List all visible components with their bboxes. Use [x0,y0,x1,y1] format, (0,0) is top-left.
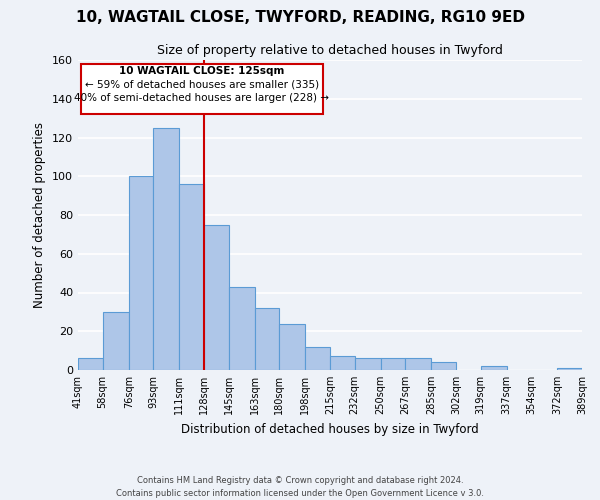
Bar [81,64,323,114]
Bar [128,176,154,370]
Bar [204,224,229,370]
Bar [305,347,330,370]
Text: 10 WAGTAIL CLOSE: 125sqm: 10 WAGTAIL CLOSE: 125sqm [119,66,284,76]
Bar [103,312,128,370]
Y-axis label: Number of detached properties: Number of detached properties [34,122,46,308]
Bar [78,358,103,370]
Bar [481,366,506,370]
Text: Contains HM Land Registry data © Crown copyright and database right 2024.
Contai: Contains HM Land Registry data © Crown c… [116,476,484,498]
Bar [154,128,179,370]
Bar [254,308,280,370]
Text: 40% of semi-detached houses are larger (228) →: 40% of semi-detached houses are larger (… [74,93,329,103]
Title: Size of property relative to detached houses in Twyford: Size of property relative to detached ho… [157,44,503,58]
Text: ← 59% of detached houses are smaller (335): ← 59% of detached houses are smaller (33… [85,80,319,90]
Bar [380,358,406,370]
Bar [330,356,355,370]
Bar [280,324,305,370]
Bar [406,358,431,370]
X-axis label: Distribution of detached houses by size in Twyford: Distribution of detached houses by size … [181,422,479,436]
Bar [229,286,254,370]
Bar [355,358,380,370]
Bar [179,184,204,370]
Bar [557,368,582,370]
Bar [431,362,456,370]
Text: 10, WAGTAIL CLOSE, TWYFORD, READING, RG10 9ED: 10, WAGTAIL CLOSE, TWYFORD, READING, RG1… [76,10,524,25]
